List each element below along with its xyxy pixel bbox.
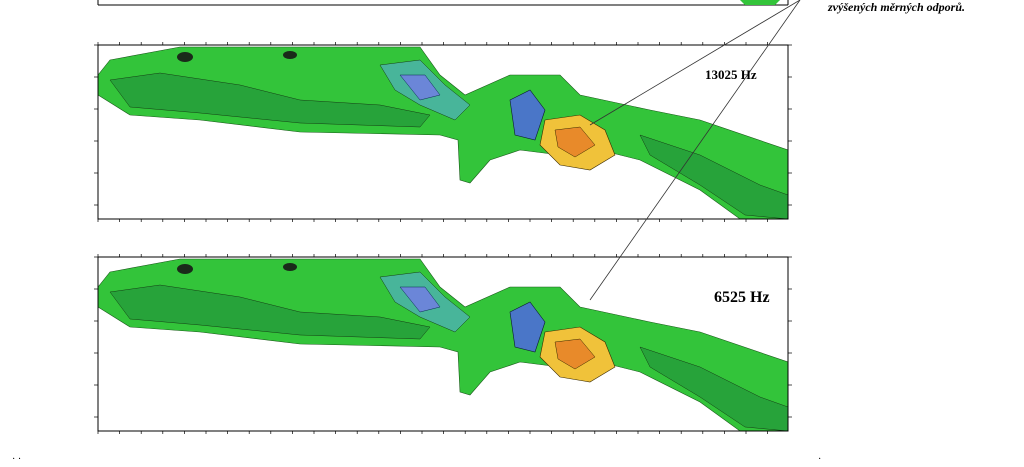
dot: · ·	[12, 454, 21, 465]
panel-top-fragment	[97, 0, 789, 6]
map-panel	[94, 254, 792, 434]
panel-label: 6525 Hz	[714, 289, 770, 306]
dot: ·	[818, 454, 821, 465]
pointer-line	[589, 0, 801, 301]
annotation: zvýšených měrných odporů.	[827, 0, 965, 14]
map-panel	[94, 42, 792, 222]
panel-label: 13025 Hz	[705, 67, 757, 82]
pointer-line	[589, 0, 801, 126]
